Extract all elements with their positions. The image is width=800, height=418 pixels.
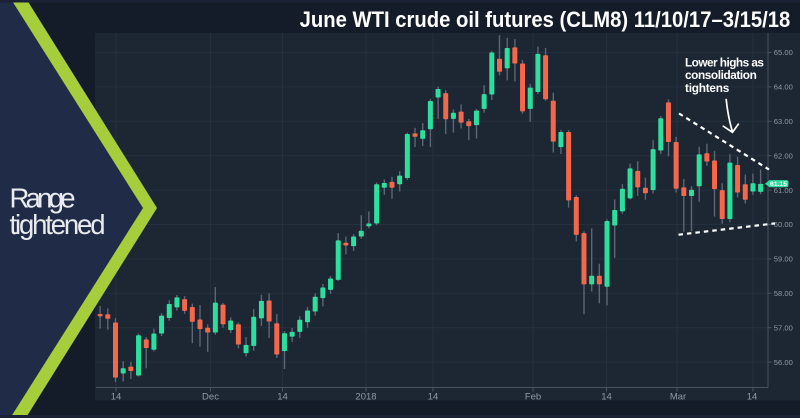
svg-text:Range: Range bbox=[10, 182, 76, 213]
svg-text:14: 14 bbox=[277, 392, 288, 403]
svg-text:June WTI crude oil futures (CL: June WTI crude oil futures (CLM8) 11/10/… bbox=[300, 7, 791, 32]
svg-text:56.00: 56.00 bbox=[774, 358, 793, 367]
svg-text:consolidation: consolidation bbox=[685, 68, 757, 82]
svg-text:tightens: tightens bbox=[685, 81, 730, 95]
svg-text:Lower highs as: Lower highs as bbox=[685, 56, 764, 70]
svg-text:59.00: 59.00 bbox=[774, 255, 793, 264]
svg-text:60.00: 60.00 bbox=[774, 220, 793, 229]
svg-text:65.00: 65.00 bbox=[774, 48, 793, 57]
svg-text:63.00: 63.00 bbox=[774, 117, 793, 126]
svg-text:Mar: Mar bbox=[670, 392, 686, 403]
svg-text:61.00: 61.00 bbox=[774, 186, 793, 195]
svg-text:14: 14 bbox=[111, 392, 122, 403]
svg-text:14: 14 bbox=[747, 392, 758, 403]
svg-text:64.00: 64.00 bbox=[774, 83, 793, 92]
svg-text:Dec: Dec bbox=[202, 392, 219, 403]
svg-text:61.15: 61.15 bbox=[770, 181, 787, 188]
svg-text:tightened: tightened bbox=[10, 209, 106, 240]
svg-text:Feb: Feb bbox=[525, 392, 541, 403]
svg-text:14: 14 bbox=[428, 392, 439, 403]
svg-text:62.00: 62.00 bbox=[774, 151, 793, 160]
svg-text:14: 14 bbox=[601, 392, 612, 403]
svg-text:58.00: 58.00 bbox=[774, 289, 793, 298]
svg-text:2018: 2018 bbox=[355, 392, 376, 403]
svg-text:57.00: 57.00 bbox=[774, 323, 793, 332]
